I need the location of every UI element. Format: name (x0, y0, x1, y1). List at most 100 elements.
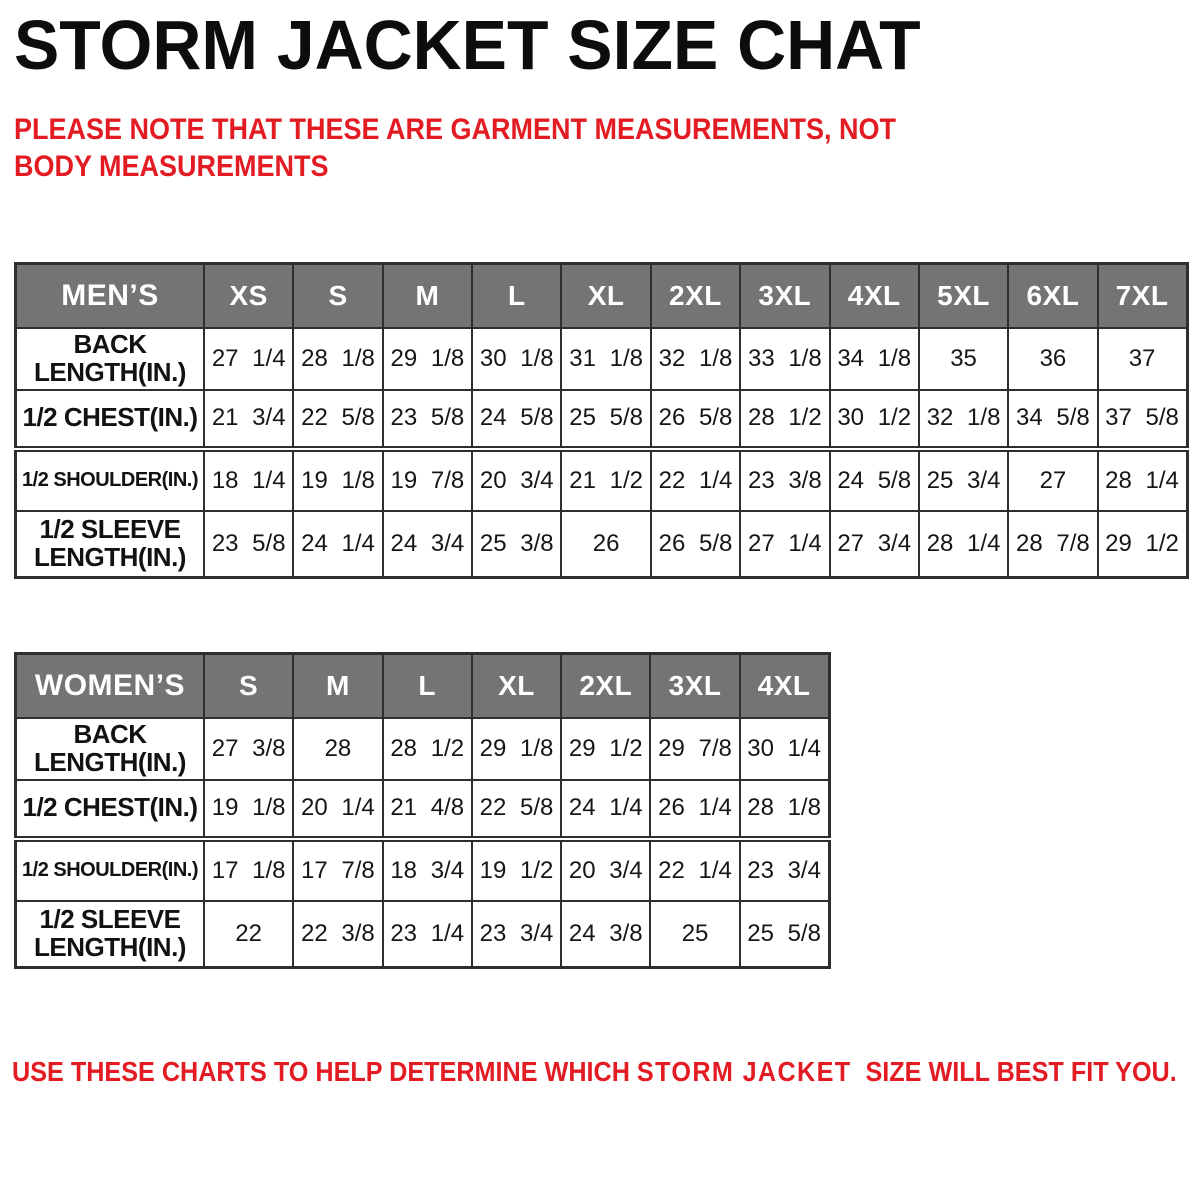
measurement-value-cell: 17 7/8 (292, 835, 384, 902)
measurement-value-cell: 27 3/4 (828, 509, 920, 579)
measurement-value-cell: 18 1/4 (202, 445, 295, 512)
measurement-row: 1/2 CHEST(IN.) 21 3/4 22 5/8 23 5/8 24 5/8 25… (14, 388, 1189, 450)
measurement-value-cell: 28 (292, 716, 384, 781)
size-column-header: M (381, 262, 474, 329)
measurement-value-cell: 29 1/2 (1096, 509, 1189, 579)
measurement-row: 1/2 SLEEVE LENGTH(IN.) 22 22 3/8 23 1/4 23 3… (14, 899, 831, 969)
measurement-value-cell: 29 7/8 (649, 716, 741, 781)
size-column-header: 3XL (739, 262, 831, 329)
measurement-value-cell: 28 1/8 (738, 778, 831, 840)
measurement-value-cell: 24 5/8 (471, 388, 563, 450)
garment-measurement-note: PLEASE NOTE THAT THESE ARE GARMENT MEASU… (14, 113, 897, 183)
measurement-value-cell: 25 5/8 (738, 899, 831, 969)
measurement-row-label: BACK LENGTH(IN.) (14, 326, 205, 391)
size-column-header: 3XL (649, 652, 741, 719)
size-column-header: 6XL (1007, 262, 1099, 329)
footer-brand-text: STORM JACKET (636, 1056, 852, 1087)
measurement-value-cell: 24 3/4 (381, 509, 474, 579)
footer-suffix: SIZE WILL BEST FIT YOU. (851, 1056, 1177, 1087)
size-column-header: L (381, 652, 473, 719)
measurement-value-cell: 35 (917, 326, 1010, 391)
measurement-value-cell: 26 5/8 (649, 509, 742, 579)
size-column-header: 2XL (649, 262, 742, 329)
measurement-row-label: 1/2 SHOULDER(IN.) (14, 445, 205, 512)
measurement-value-cell: 22 3/8 (292, 899, 384, 969)
size-column-header: 4XL (828, 262, 920, 329)
measurement-value-cell: 22 5/8 (292, 388, 384, 450)
measurement-row: BACK LENGTH(IN.) 27 3/8 28 28 1/2 29 1/8 29 1… (14, 716, 831, 781)
measurement-value-cell: 22 1/4 (649, 835, 741, 902)
measurement-value-cell: 20 3/4 (560, 835, 652, 902)
measurement-value-cell: 22 (202, 899, 295, 969)
measurement-value-cell: 29 1/8 (381, 326, 474, 391)
size-column-header: 7XL (1096, 262, 1189, 329)
size-column-header: 5XL (917, 262, 1010, 329)
size-column-header: XL (560, 262, 652, 329)
measurement-value-cell: 34 1/8 (828, 326, 920, 391)
size-column-header: XL (470, 652, 563, 719)
measurement-value-cell: 19 7/8 (381, 445, 474, 512)
measurement-value-cell: 28 7/8 (1007, 509, 1099, 579)
measurement-value-cell: 18 3/4 (381, 835, 473, 902)
measurement-value-cell: 20 1/4 (292, 778, 384, 840)
measurement-value-cell: 25 3/8 (471, 509, 563, 579)
page-title: STORM JACKET SIZE CHAT (14, 6, 921, 84)
measurement-value-cell: 33 1/8 (739, 326, 831, 391)
measurement-row-label: 1/2 SHOULDER(IN.) (14, 835, 205, 902)
measurement-value-cell: 37 5/8 (1096, 388, 1189, 450)
measurement-row-label: 1/2 SLEEVE LENGTH(IN.) (14, 509, 205, 579)
table-title-cell: MEN’S (14, 262, 205, 329)
measurement-value-cell: 27 1/4 (739, 509, 831, 579)
mens-size-table: MEN’S XS S M L XL 2XL 3XL 4XL 5XL 6XL 7XL BACK LENG… (14, 262, 1189, 579)
measurement-value-cell: 23 5/8 (202, 509, 295, 579)
measurement-value-cell: 28 1/2 (739, 388, 831, 450)
measurement-value-cell: 28 1/4 (1096, 445, 1189, 512)
measurement-value-cell: 27 3/8 (202, 716, 295, 781)
measurement-value-cell: 31 1/8 (560, 326, 652, 391)
size-header-row: MEN’S XS S M L XL 2XL 3XL 4XL 5XL 6XL 7XL (14, 262, 1189, 329)
measurement-value-cell: 29 1/2 (560, 716, 652, 781)
footer-text: USE THESE CHARTS TO HELP DETERMINE WHICH… (12, 1056, 1177, 1088)
size-column-header: 2XL (560, 652, 652, 719)
size-column-header: L (471, 262, 563, 329)
measurement-row-label: BACK LENGTH(IN.) (14, 716, 205, 781)
measurement-value-cell: 20 3/4 (471, 445, 563, 512)
measurement-value-cell: 19 1/8 (292, 445, 384, 512)
womens-size-table: WOMEN’S S M L XL 2XL 3XL 4XL BACK LENGTH(IN.) 27… (14, 652, 831, 969)
measurement-value-cell: 23 3/4 (470, 899, 563, 969)
measurement-value-cell: 37 (1096, 326, 1189, 391)
measurement-row: 1/2 SHOULDER(IN.) 17 1/8 17 7/8 18 3/4 19 1/… (14, 835, 831, 902)
measurement-value-cell: 25 3/4 (917, 445, 1010, 512)
measurement-value-cell: 25 5/8 (560, 388, 652, 450)
size-column-header: S (292, 262, 384, 329)
measurement-row: 1/2 SLEEVE LENGTH(IN.) 23 5/8 24 1/4 24 3/4… (14, 509, 1189, 579)
measurement-value-cell: 21 4/8 (381, 778, 473, 840)
measurement-value-cell: 29 1/8 (470, 716, 563, 781)
measurement-value-cell: 26 1/4 (649, 778, 741, 840)
measurement-value-cell: 25 (649, 899, 741, 969)
measurement-value-cell: 30 1/4 (738, 716, 831, 781)
measurement-value-cell: 23 3/4 (738, 835, 831, 902)
measurement-value-cell: 27 (1007, 445, 1099, 512)
mens-table-body: BACK LENGTH(IN.) 27 1/4 28 1/8 29 1/8 30 1/8… (14, 326, 1189, 579)
measurement-value-cell: 19 1/2 (470, 835, 563, 902)
mens-table-header: MEN’S XS S M L XL 2XL 3XL 4XL 5XL 6XL 7XL (14, 262, 1189, 329)
measurement-value-cell: 24 1/4 (560, 778, 652, 840)
measurement-value-cell: 26 (560, 509, 652, 579)
measurement-row: 1/2 CHEST(IN.) 19 1/8 20 1/4 21 4/8 22 5/8 24… (14, 778, 831, 840)
womens-table-header: WOMEN’S S M L XL 2XL 3XL 4XL (14, 652, 831, 719)
measurement-value-cell: 30 1/2 (828, 388, 920, 450)
measurement-value-cell: 24 1/4 (292, 509, 384, 579)
measurement-row: 1/2 SHOULDER(IN.) 18 1/4 19 1/8 19 7/8 20 3/… (14, 445, 1189, 512)
measurement-value-cell: 26 5/8 (649, 388, 742, 450)
size-header-row: WOMEN’S S M L XL 2XL 3XL 4XL (14, 652, 831, 719)
measurement-value-cell: 28 1/2 (381, 716, 473, 781)
size-column-header: M (292, 652, 384, 719)
size-column-header: 4XL (738, 652, 831, 719)
measurement-value-cell: 21 1/2 (560, 445, 652, 512)
measurement-row-label: 1/2 CHEST(IN.) (14, 388, 205, 450)
measurement-value-cell: 19 1/8 (202, 778, 295, 840)
measurement-row: BACK LENGTH(IN.) 27 1/4 28 1/8 29 1/8 30 1/8… (14, 326, 1189, 391)
measurement-value-cell: 21 3/4 (202, 388, 295, 450)
womens-table-body: BACK LENGTH(IN.) 27 3/8 28 28 1/2 29 1/8 29 1… (14, 716, 831, 969)
